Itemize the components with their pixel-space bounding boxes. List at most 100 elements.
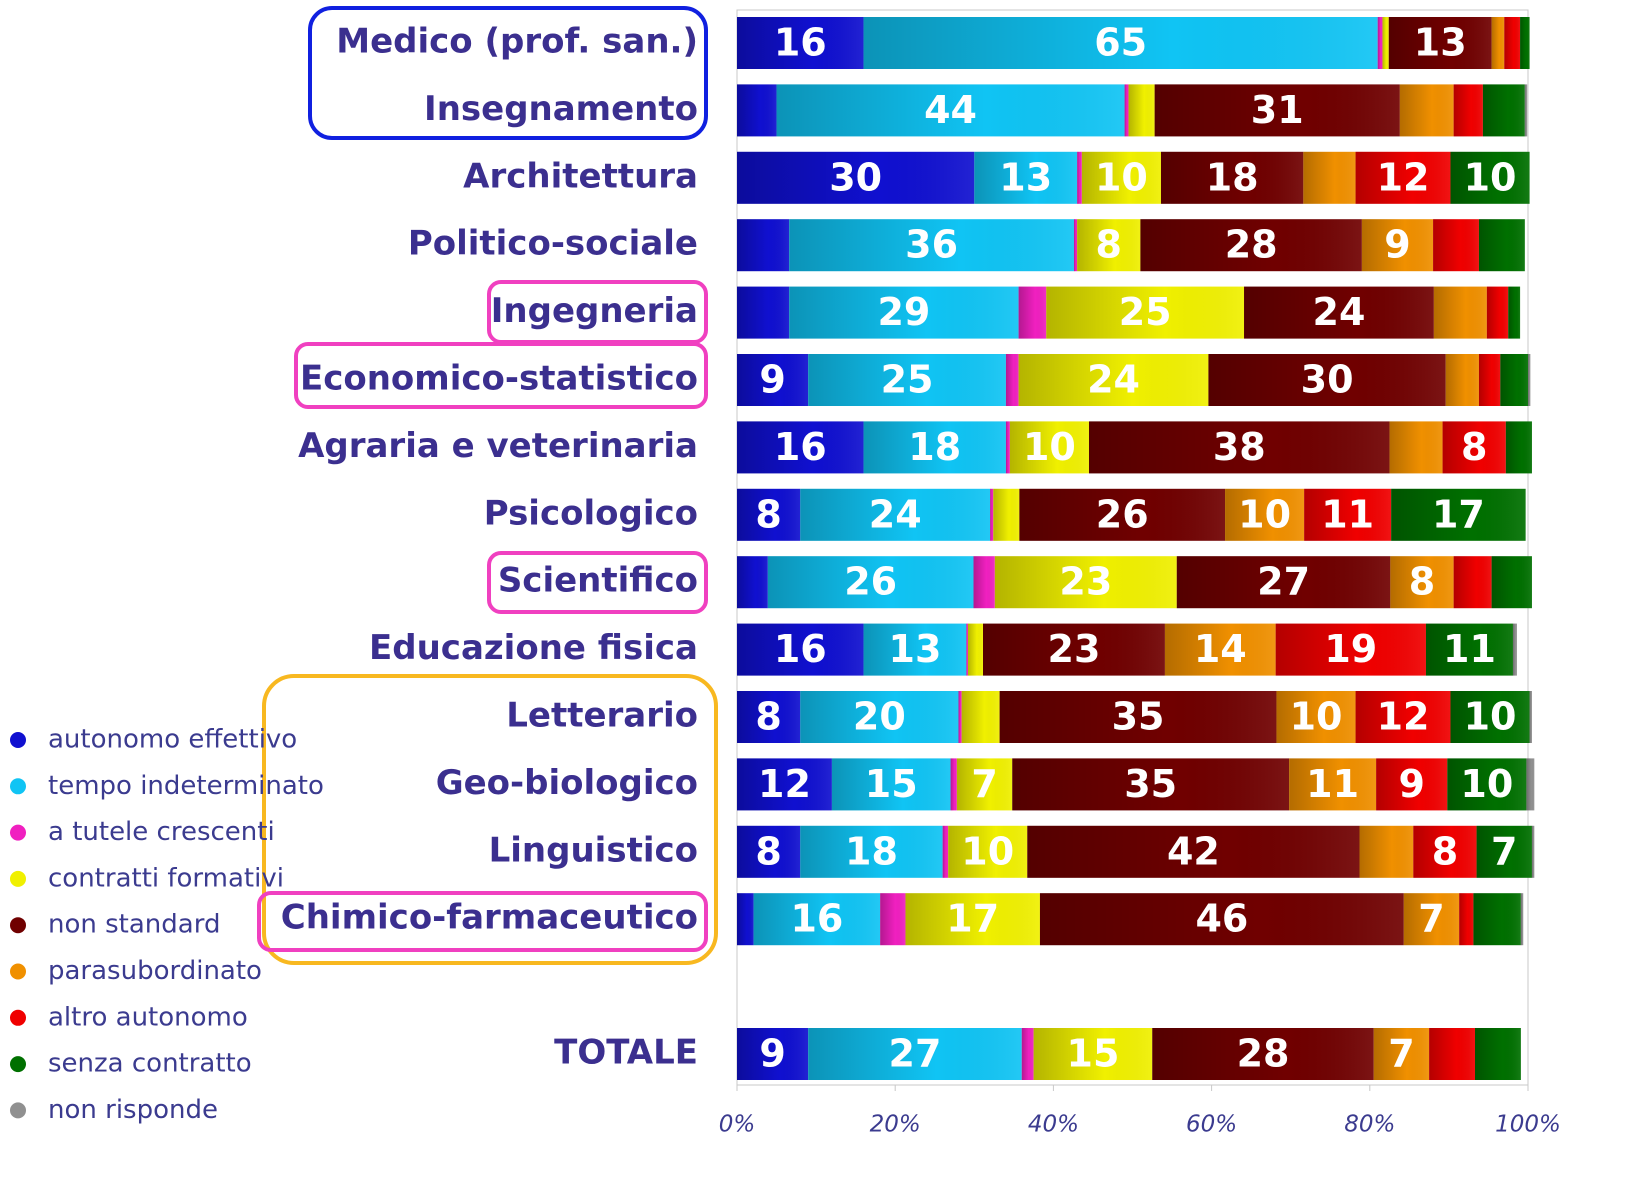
- bar-shade: [789, 286, 1019, 339]
- bar-shade: [1033, 1028, 1153, 1080]
- highlights: [257, 6, 718, 965]
- bar-shade: [737, 354, 809, 406]
- bar-shade: [1508, 286, 1521, 339]
- legend-swatch: [10, 778, 26, 795]
- bar-shade: [1005, 354, 1019, 406]
- bar-shade: [1473, 893, 1521, 946]
- value-label: 10: [1095, 155, 1148, 199]
- value-label: 9: [1384, 223, 1410, 267]
- bar-shade: [1453, 84, 1483, 137]
- category-label: Agraria e veterinaria: [298, 426, 698, 466]
- bar-shade: [999, 691, 1277, 743]
- bar-shade: [967, 623, 984, 676]
- bar-shade: [1377, 17, 1383, 69]
- bar-shade: [1019, 488, 1226, 541]
- bar-shade: [737, 758, 832, 811]
- value-label: 7: [1491, 829, 1517, 873]
- bar-shade: [1275, 623, 1426, 676]
- value-label: 18: [845, 829, 898, 873]
- x-tick-label: 40%: [1028, 1112, 1079, 1138]
- bar-shade: [1450, 691, 1530, 743]
- legend-label: parasubordinato: [48, 956, 262, 986]
- category-label: Insegnamento: [424, 89, 698, 129]
- category-label: Medico (prof. san.): [336, 22, 698, 62]
- bar-shade: [1500, 354, 1528, 406]
- bar-shade: [1289, 758, 1377, 811]
- bar-shade: [1303, 151, 1356, 204]
- bar-shade: [1475, 1028, 1521, 1080]
- bar-shade: [1128, 84, 1155, 137]
- value-label: 30: [1301, 358, 1354, 402]
- category-label: Chimico-farmaceutico: [281, 898, 698, 938]
- bar-shade: [737, 286, 790, 339]
- bar-shade: [831, 758, 951, 811]
- value-label: 23: [1048, 627, 1101, 671]
- highlight-box: [308, 6, 708, 140]
- bar-shade: [753, 893, 881, 946]
- value-label: 24: [1087, 358, 1140, 402]
- bar-shade: [1486, 286, 1509, 339]
- value-label: 10: [1238, 492, 1291, 536]
- bar-shade: [1005, 421, 1010, 474]
- legend-label: contratti formativi: [48, 863, 284, 893]
- bar-shade: [948, 825, 1028, 878]
- bar-shade: [800, 691, 959, 743]
- value-label: 8: [755, 829, 781, 873]
- bar-shade: [1009, 421, 1089, 474]
- bar-shade: [1359, 825, 1414, 878]
- bar-shade: [1478, 219, 1525, 272]
- value-label: 10: [1464, 155, 1517, 199]
- value-label: 13: [1414, 21, 1467, 65]
- bar-shade: [1520, 17, 1530, 69]
- bar-shade: [1447, 758, 1527, 811]
- category-label: Ingegneria: [491, 291, 698, 331]
- legend-swatch: [10, 1009, 26, 1026]
- value-label: 44: [924, 88, 977, 132]
- bar-shade: [1391, 488, 1526, 541]
- value-label: 9: [759, 1032, 785, 1076]
- bar-shade: [737, 893, 754, 946]
- bar-shade: [956, 758, 1013, 811]
- highlight-box: [294, 342, 708, 409]
- value-label: 17: [946, 897, 999, 941]
- legend-label: a tutele crescenti: [48, 817, 275, 847]
- bar-shade: [961, 691, 1000, 743]
- bar-shade: [1388, 17, 1492, 69]
- value-label: 42: [1167, 829, 1220, 873]
- bar-shade: [1505, 421, 1532, 474]
- bar-shade: [1482, 84, 1525, 137]
- bar-shade: [1021, 1028, 1034, 1080]
- bar-shade: [737, 219, 790, 272]
- value-label: 16: [774, 425, 827, 469]
- legend-label: tempo indeterminato: [48, 771, 324, 801]
- value-label: 19: [1324, 627, 1377, 671]
- bar-shade: [974, 151, 1078, 204]
- value-label: 13: [889, 627, 942, 671]
- bar-shade: [1160, 151, 1304, 204]
- value-label: 31: [1251, 88, 1304, 132]
- plot-frame: [736, 9, 1529, 1086]
- bar-shade: [1531, 825, 1535, 878]
- value-label: 8: [1409, 560, 1435, 604]
- x-tick-label: 100%: [1495, 1112, 1561, 1138]
- bar-shade: [808, 354, 1006, 406]
- bar-shade: [950, 758, 957, 811]
- value-label: 8: [1461, 425, 1487, 469]
- legend-label: non risponde: [48, 1095, 218, 1125]
- value-label: 28: [1225, 223, 1278, 267]
- value-label: 20: [853, 695, 906, 739]
- value-label: 30: [829, 155, 882, 199]
- bar-shade: [1520, 893, 1524, 946]
- value-label: 18: [1206, 155, 1259, 199]
- bar-shade: [1442, 421, 1506, 474]
- bar-shade: [1077, 151, 1082, 204]
- category-label: Politico-sociale: [408, 224, 698, 264]
- bar-shade: [1164, 623, 1276, 676]
- bar-shade: [1276, 691, 1356, 743]
- value-label: 16: [790, 897, 843, 941]
- bar-shade: [1124, 84, 1129, 137]
- value-label: 10: [1290, 695, 1343, 739]
- value-label: 10: [1460, 762, 1513, 806]
- bar-shade: [737, 488, 801, 541]
